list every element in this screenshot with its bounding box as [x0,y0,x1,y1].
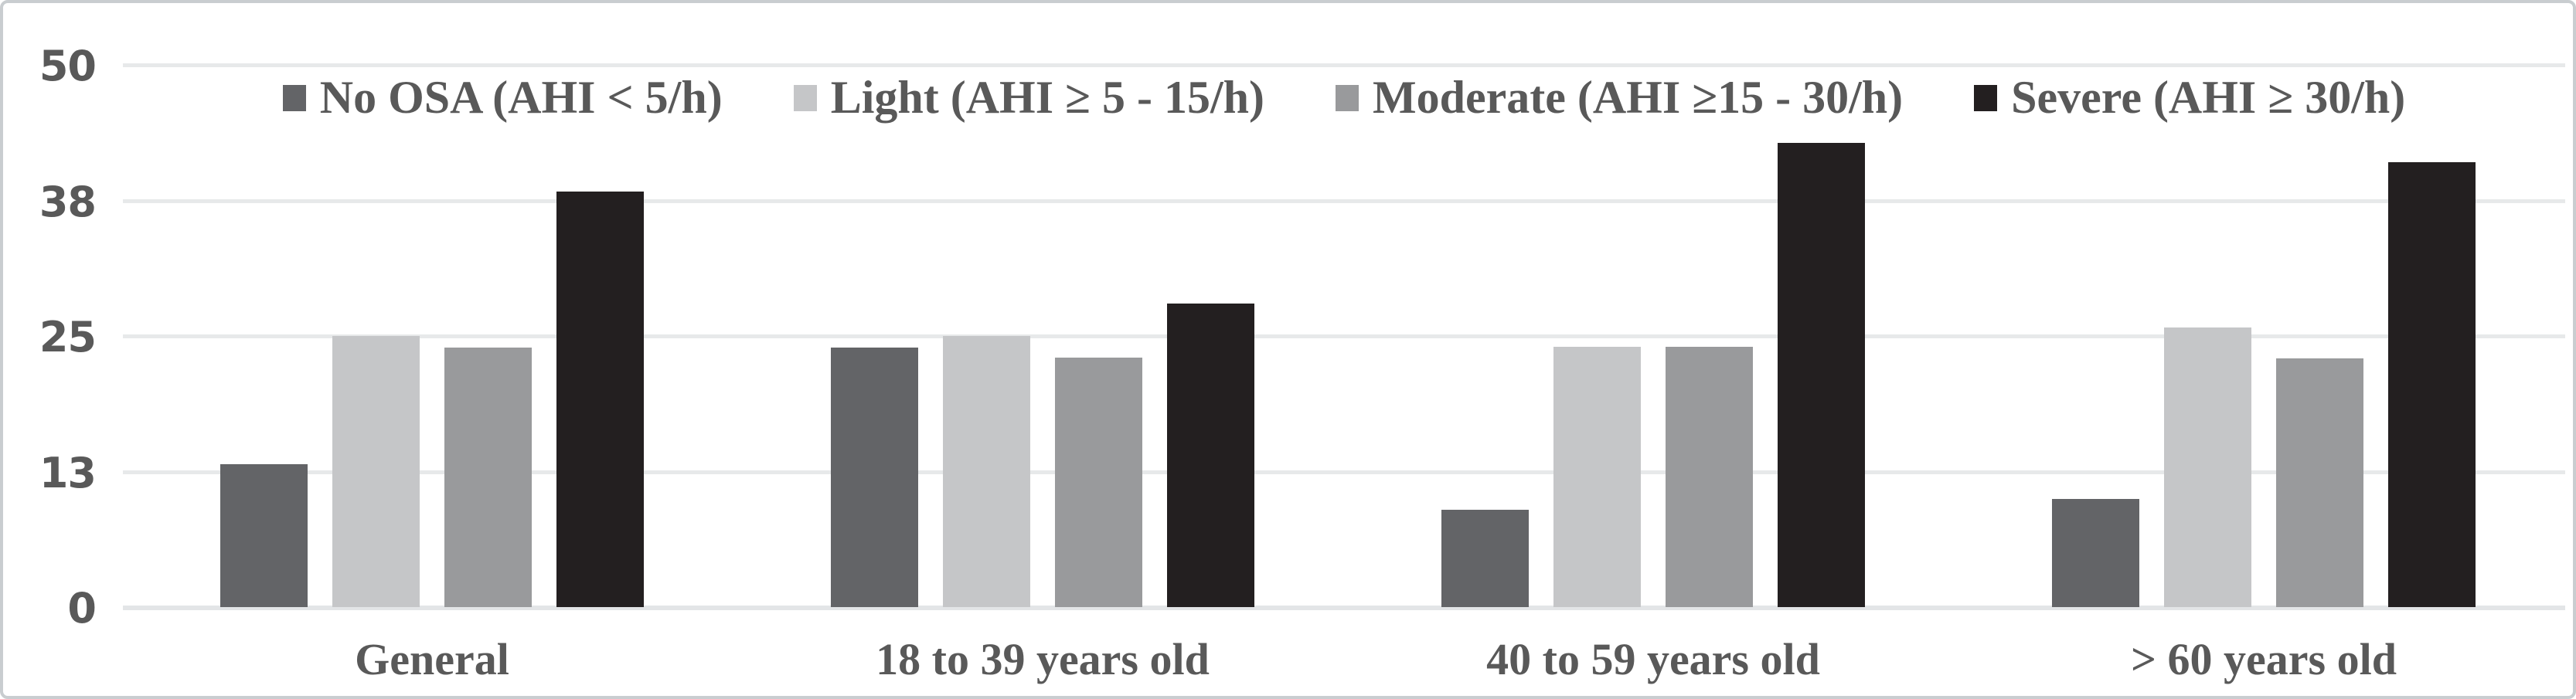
y-axis-tick-label: 38 [39,177,97,226]
category-label: 18 to 39 years old [876,634,1210,684]
bar [2388,162,2476,607]
bar [1055,358,1142,607]
plot-area [123,63,2565,610]
bar [332,336,420,607]
bar [2276,358,2363,607]
bar-group [831,65,1254,607]
gridline [123,63,2565,67]
bar-group [1441,65,1865,607]
x-axis-line [123,606,2565,610]
bar [2164,327,2251,607]
bar [220,463,308,607]
bar [943,336,1030,607]
y-axis: 0 13 25 38 50 [3,42,97,633]
bar [1167,303,1254,607]
bar [1441,509,1529,607]
bar [2052,498,2139,607]
category-label: > 60 years old [2131,634,2397,684]
y-axis-tick-label: 13 [39,448,97,497]
y-axis-tick-label: 50 [39,42,97,90]
category-label: 40 to 59 years old [1486,634,1820,684]
bar-group [2052,65,2476,607]
bar-group [220,65,644,607]
gridline [123,199,2565,203]
bar [1553,347,1641,607]
bar [1778,143,1865,607]
x-axis: General 18 to 39 years old 40 to 59 years … [123,630,2565,692]
bar [831,348,918,607]
y-axis-tick-label: 0 [67,584,97,633]
bar [1666,347,1753,607]
bar [444,348,532,607]
bar [556,192,644,607]
gridline [123,470,2565,474]
category-label: General [355,634,509,684]
gridline [123,334,2565,338]
y-axis-tick-label: 25 [39,313,97,361]
